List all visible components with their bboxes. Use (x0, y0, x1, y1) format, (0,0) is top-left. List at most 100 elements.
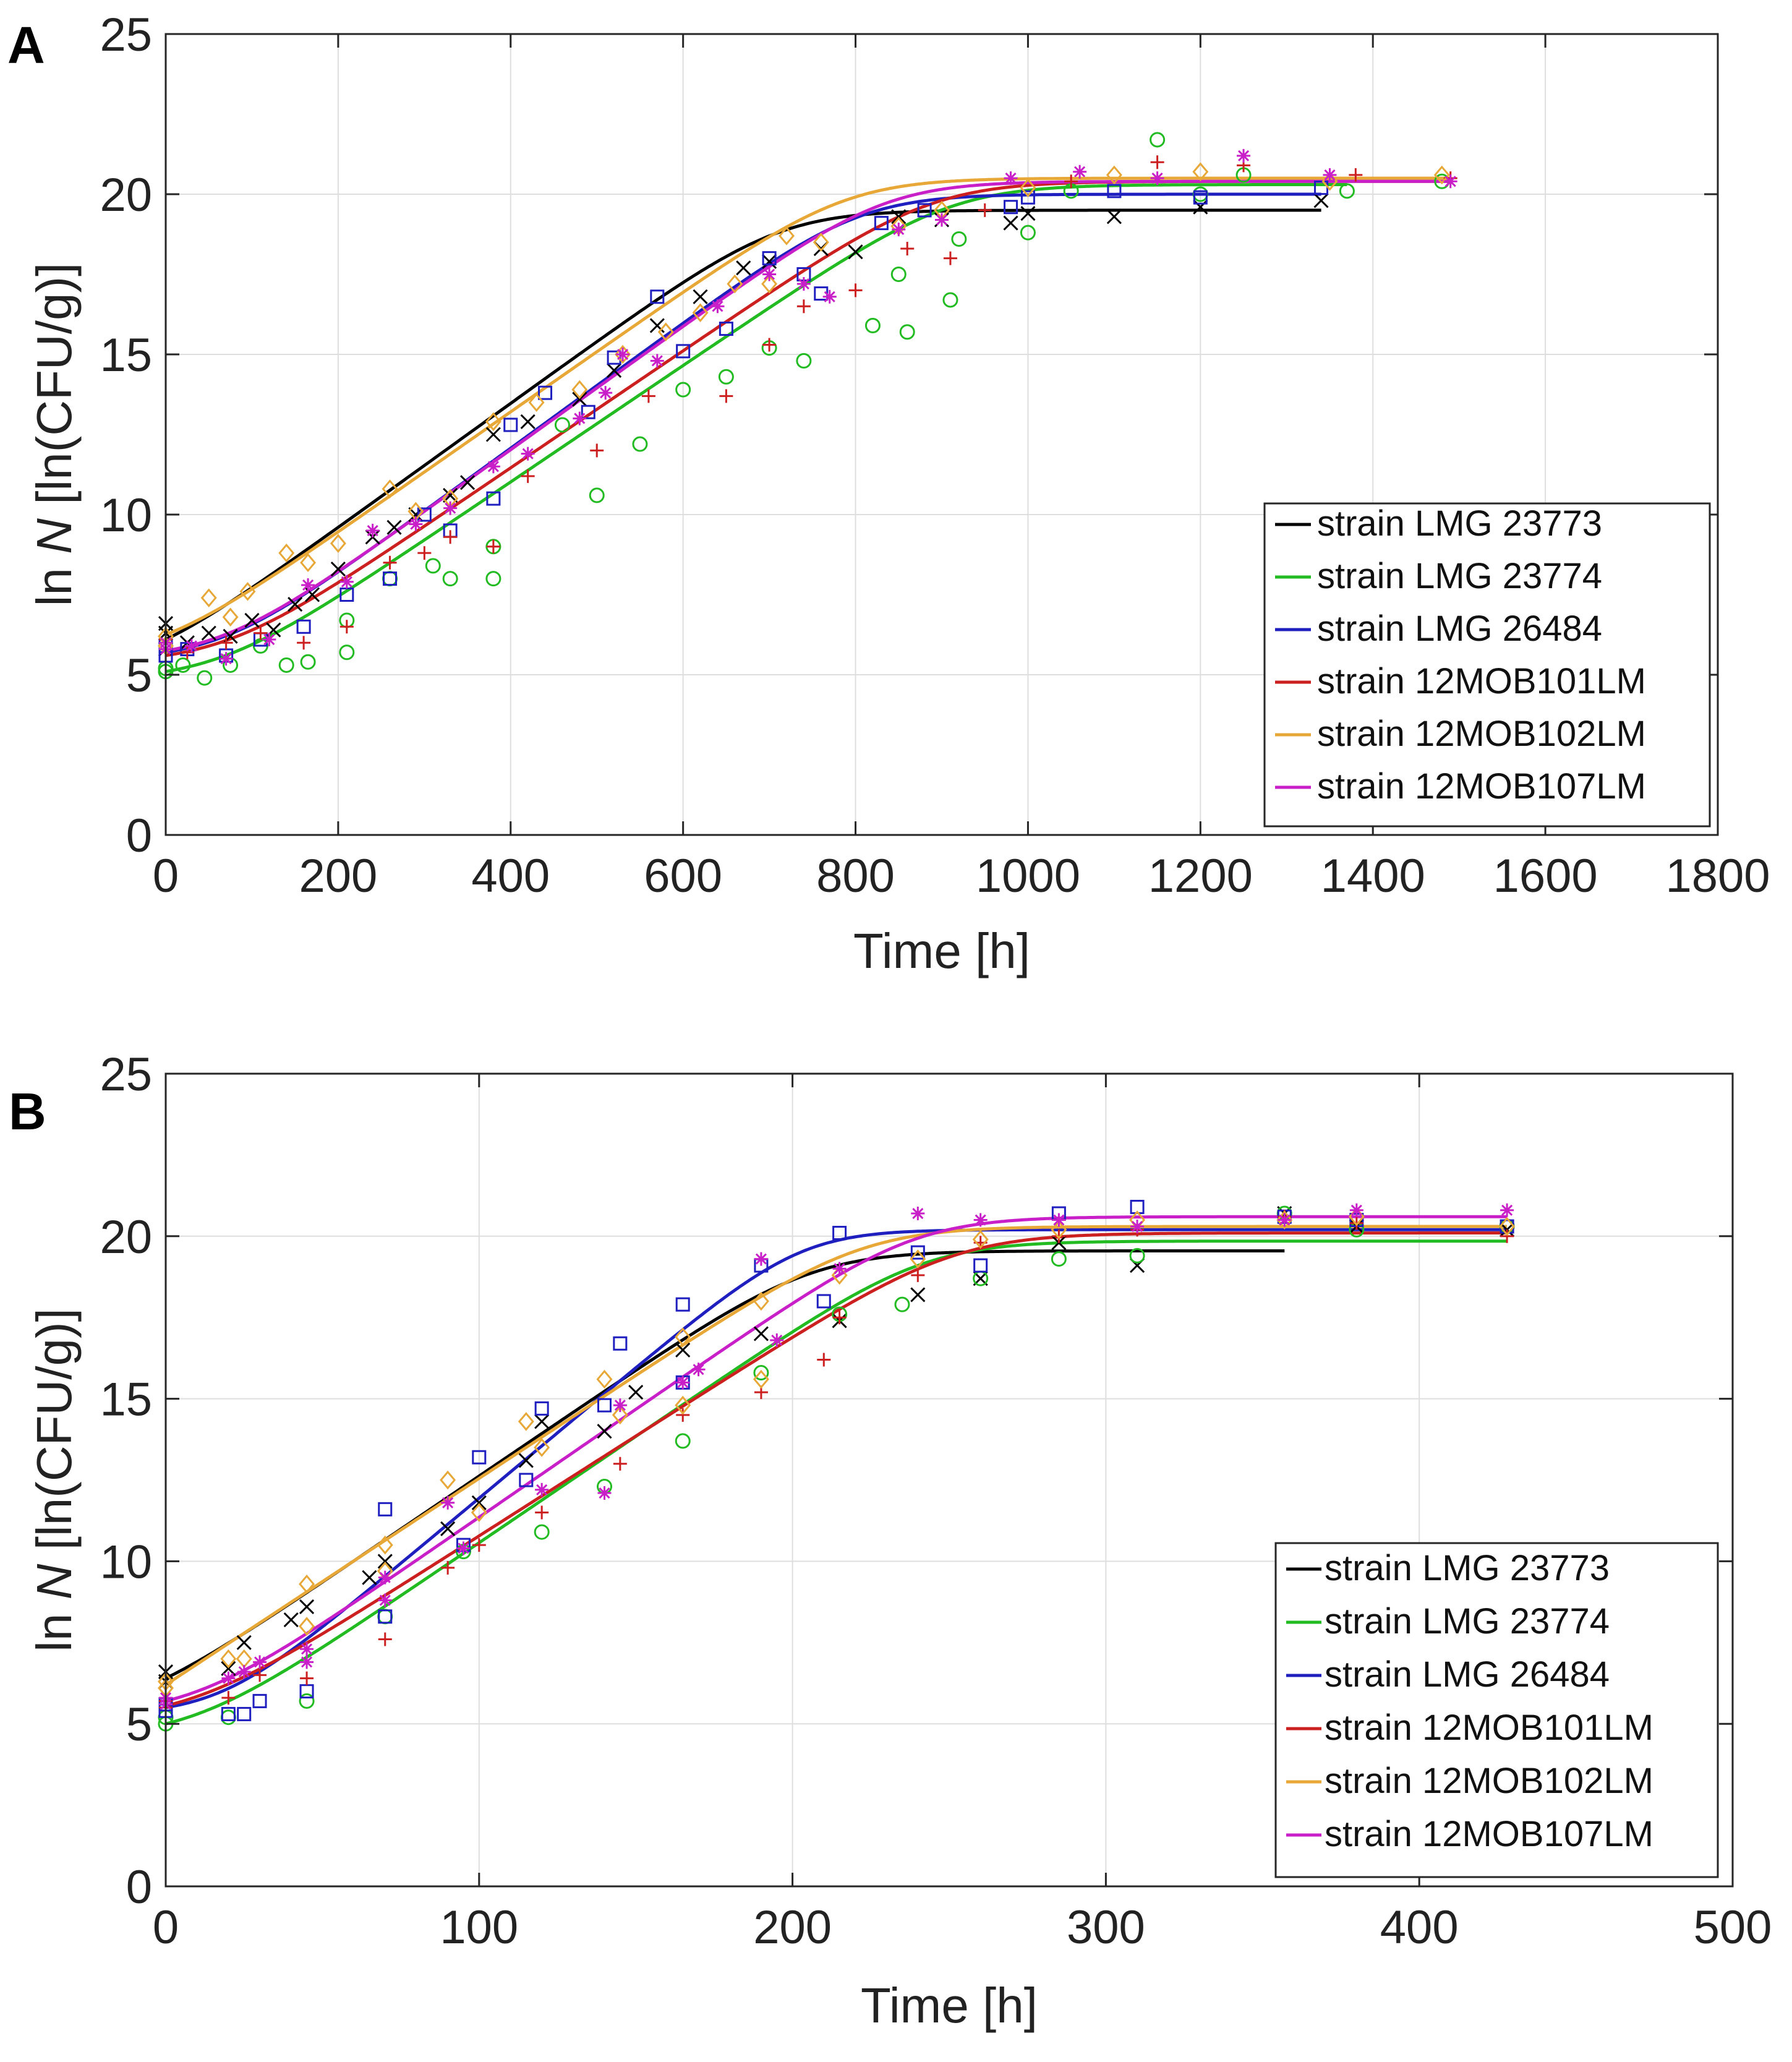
chart-b-data-point-strain-lmg-23774-6 (534, 1524, 550, 1540)
chart-b-data-point-strain-12mob107lm-4 (253, 1655, 267, 1669)
chart-b-data-point-strain-12mob101lm-6 (441, 1560, 455, 1575)
chart-b-data-point-strain-12mob107lm-22 (1130, 1220, 1145, 1234)
chart-a-data-point-strain-lmg-26484-8 (417, 507, 432, 522)
chart-a-data-point-strain-lmg-26484-13 (581, 404, 595, 419)
chart-a-data-point-strain-12mob107lm-14 (616, 348, 630, 361)
chart-a-data-point-strain-lmg-23774-18 (675, 382, 691, 398)
chart-a-legend-label-strain-lmg-26484: strain LMG 26484 (1317, 609, 1602, 649)
chart-b-data-point-strain-lmg-23773-15 (753, 1326, 769, 1341)
chart-a-data-point-strain-12mob107lm-7 (365, 523, 380, 537)
chart-a-data-point-strain-12mob102lm-3 (222, 607, 239, 627)
chart-b-data-point-strain-12mob107lm-9 (441, 1495, 455, 1510)
chart-b-legend-label-strain-12mob107lm: strain 12MOB107LM (1325, 1814, 1653, 1854)
chart-a-data-point-strain-lmg-26484-15 (650, 289, 665, 304)
chart-a-data-point-strain-12mob102lm-8 (382, 479, 398, 498)
chart-b-data-point-strain-12mob102lm-6 (377, 1535, 393, 1555)
chart-b-data-point-strain-lmg-26484-12 (597, 1398, 612, 1413)
chart-b-data-point-strain-12mob102lm-5 (299, 1617, 315, 1636)
chart-b-data-point-strain-lmg-23773-6 (362, 1570, 377, 1585)
chart-a-data-point-strain-lmg-23774-23 (890, 267, 907, 282)
chart-b-data-point-strain-lmg-23774-3 (299, 1693, 315, 1709)
chart-a-data-point-strain-lmg-23774-16 (589, 487, 605, 503)
chart-b-data-point-strain-12mob102lm-17 (753, 1291, 769, 1311)
chart-a-data-point-strain-12mob101lm-5 (297, 636, 311, 650)
chart-b-data-point-strain-lmg-26484-3 (237, 1706, 252, 1721)
chart-a-x-tick-label-1600: 1600 (1493, 850, 1598, 902)
chart-a-data-point-strain-lmg-26484-11 (503, 417, 518, 432)
chart-a-data-point-strain-12mob101lm-20 (978, 203, 992, 217)
chart-a-x-tick-label-800: 800 (816, 850, 895, 902)
chart-b-data-point-strain-12mob101lm-16 (1052, 1229, 1066, 1243)
chart-a-data-point-strain-lmg-23773-18 (572, 391, 587, 407)
chart-b-x-tick-label-0: 0 (153, 1901, 179, 1954)
chart-b-data-point-strain-12mob107lm-12 (597, 1486, 612, 1500)
chart-a-y-tick-label-10: 10 (100, 489, 152, 542)
chart-a-data-point-strain-12mob101lm-7 (383, 555, 397, 570)
chart-a-y-axis-label-var: N (27, 518, 82, 554)
chart-b-legend: strain LMG 23773 strain LMG 23774 strain L… (1274, 1542, 1719, 1878)
chart-a-data-point-strain-12mob107lm-2 (184, 639, 198, 653)
chart-a-data-point-strain-12mob102lm-12 (528, 393, 545, 413)
chart-a-data-point-strain-12mob101lm-21 (1064, 174, 1078, 189)
chart-b-data-point-strain-12mob107lm-5 (300, 1642, 314, 1656)
chart-panel-b: 0 100 200 300 400 500 0 5 10 15 20 25 Time [h] ln N [… (27, 1048, 1772, 2033)
chart-a-data-point-strain-lmg-26484-7 (383, 571, 398, 586)
chart-b-data-point-strain-12mob102lm-15 (675, 1395, 691, 1415)
chart-b-data-point-strain-12mob107lm-20 (973, 1213, 988, 1227)
chart-b-data-point-strain-lmg-23773-5 (299, 1599, 315, 1615)
chart-a-data-point-strain-lmg-23773-4 (201, 625, 216, 641)
chart-b-data-point-strain-12mob102lm-10 (518, 1412, 534, 1431)
chart-a-data-point-strain-lmg-23773-21 (693, 289, 708, 304)
chart-a-data-point-strain-12mob101lm-24 (1349, 168, 1363, 182)
chart-b-data-point-strain-12mob107lm-2 (221, 1671, 236, 1685)
chart-a-data-point-strain-lmg-26484-25 (1107, 184, 1122, 199)
chart-b-data-point-strain-12mob101lm-12 (817, 1353, 831, 1367)
chart-a-data-point-strain-lmg-23774-13 (485, 571, 501, 587)
chart-b-data-point-strain-lmg-23773-4 (283, 1612, 299, 1628)
chart-a-legend: strain LMG 23773 strain LMG 23774 strain L… (1263, 502, 1711, 828)
chart-a-data-point-strain-12mob102lm-11 (485, 412, 501, 432)
chart-a-data-point-strain-12mob102lm-16 (692, 303, 709, 322)
chart-b-y-tick-label-20: 20 (100, 1211, 152, 1264)
chart-b-legend-label-strain-lmg-26484: strain LMG 26484 (1325, 1654, 1610, 1695)
chart-a-data-point-strain-12mob107lm-9 (443, 501, 458, 515)
chart-b-x-tick-label-300: 300 (1067, 1901, 1145, 1954)
chart-a-data-point-strain-lmg-23773-25 (848, 244, 863, 260)
chart-b-data-point-strain-12mob107lm-10 (456, 1541, 471, 1555)
chart-b-data-point-strain-lmg-23774-9 (753, 1365, 769, 1381)
chart-b-data-point-strain-12mob102lm-9 (471, 1503, 487, 1522)
chart-b-data-point-strain-12mob107lm-18 (832, 1262, 847, 1276)
chart-a-data-point-strain-12mob107lm-12 (573, 411, 587, 426)
chart-a-data-point-strain-lmg-26484-17 (719, 322, 733, 336)
chart-a-y-axis-label-prefix: ln (27, 554, 82, 607)
chart-b-data-point-strain-12mob102lm-8 (440, 1470, 456, 1490)
chart-a-data-point-strain-12mob107lm-18 (796, 277, 811, 291)
chart-a-data-point-strain-lmg-23774-2 (175, 657, 191, 673)
chart-a-data-point-strain-12mob101lm-13 (641, 389, 655, 403)
chart-a-data-point-strain-12mob107lm-24 (1150, 171, 1164, 186)
chart-b-data-point-strain-12mob102lm-14 (675, 1327, 691, 1347)
chart-a-data-point-strain-lmg-23773-28 (1003, 215, 1018, 231)
chart-b-data-point-strain-12mob102lm-25 (1499, 1217, 1516, 1236)
chart-a-y-tick-label-25: 25 (100, 9, 152, 61)
chart-b-legend-label-strain-12mob101lm: strain 12MOB101LM (1325, 1708, 1653, 1748)
chart-b-data-point-strain-12mob107lm-7 (378, 1570, 392, 1585)
chart-b-legend-box (1274, 1542, 1719, 1878)
chart-a-data-point-strain-lmg-23773-16 (485, 427, 501, 442)
chart-b-data-point-strain-lmg-23773-17 (910, 1287, 926, 1303)
chart-b-data-point-strain-12mob107lm-16 (754, 1252, 768, 1266)
chart-a-x-tick-label-200: 200 (299, 850, 377, 902)
chart-b-data-point-strain-lmg-26484-14 (675, 1297, 690, 1312)
chart-b-y-tick-label-15: 15 (100, 1374, 152, 1426)
chart-b-data-point-strain-lmg-23773-9 (471, 1495, 487, 1510)
chart-a-points-strain-12mob107lm (159, 148, 1457, 666)
chart-a-x-tick-label-1000: 1000 (976, 850, 1080, 902)
chart-a-data-point-strain-lmg-26484-10 (486, 491, 501, 506)
chart-a-data-point-strain-12mob102lm-19 (779, 226, 795, 246)
chart-a-data-point-strain-lmg-26484-21 (874, 216, 889, 231)
chart-a-data-point-strain-12mob101lm-10 (486, 539, 500, 554)
chart-a-data-point-strain-lmg-23774-12 (442, 571, 458, 587)
chart-a-data-point-strain-12mob101lm-16 (796, 299, 811, 314)
chart-b-data-point-strain-12mob107lm-3 (237, 1665, 251, 1679)
chart-a-data-point-strain-12mob107lm-11 (521, 447, 535, 461)
